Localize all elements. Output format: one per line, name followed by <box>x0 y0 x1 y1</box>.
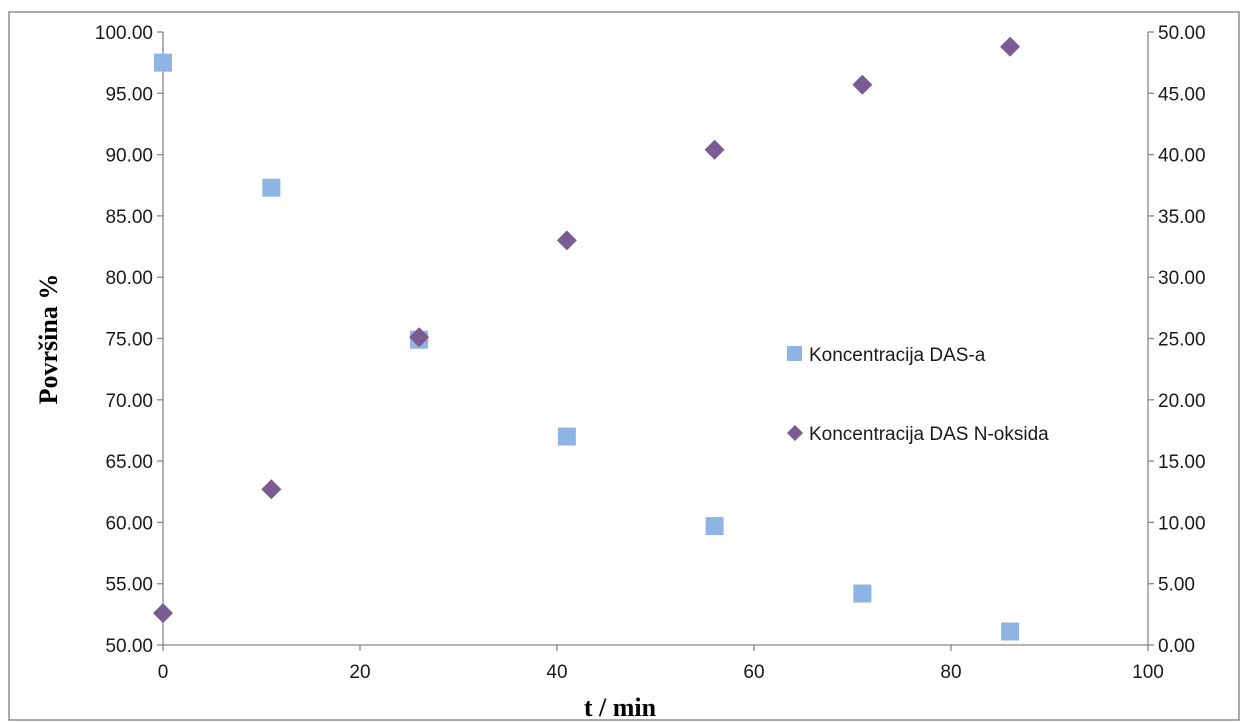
left-y-tick-label: 60.00 <box>105 513 153 534</box>
data-point-das-n-oxide <box>852 74 873 95</box>
legend-label-das: Koncentracija DAS-a <box>809 345 986 366</box>
left-y-tick-label: 50.00 <box>105 636 153 657</box>
right-y-tick-label: 35.00 <box>1158 207 1206 228</box>
data-point-das <box>705 517 724 536</box>
right-y-axis-ticks: 0.00 5.00 10.00 15.00 20.00 25.00 30.00 35.00 40… <box>1148 23 1206 657</box>
x-axis-ticks: 0 20 40 60 80 100 <box>158 645 1164 683</box>
legend-label-das-n-oxide: Koncentracija DAS N-oksida <box>809 424 1049 445</box>
data-point-das <box>1001 622 1020 641</box>
x-tick-label: 60 <box>743 662 764 683</box>
left-y-tick-label: 75.00 <box>105 330 153 351</box>
right-y-tick-label: 10.00 <box>1158 513 1206 534</box>
data-point-das <box>154 53 172 72</box>
right-y-tick-label: 20.00 <box>1158 391 1206 412</box>
right-y-tick-label: 5.00 <box>1158 575 1195 596</box>
right-y-tick-label: 30.00 <box>1158 268 1206 289</box>
left-y-tick-label: 70.00 <box>105 391 153 412</box>
y-axis-title: Površina % <box>34 274 63 405</box>
right-y-tick-label: 50.00 <box>1158 23 1206 44</box>
data-point-das <box>853 584 872 603</box>
x-tick-label: 40 <box>546 662 567 683</box>
left-y-tick-label: 95.00 <box>105 84 153 105</box>
left-y-axis-ticks: 50.00 55.00 60.00 65.00 70.00 75.00 80.00 85.00… <box>95 23 163 657</box>
right-y-tick-label: 40.00 <box>1158 146 1206 167</box>
x-tick-label: 100 <box>1132 662 1164 683</box>
data-point-das-n-oxide <box>409 327 430 348</box>
x-tick-label: 20 <box>349 662 370 683</box>
data-point-das <box>557 427 576 446</box>
data-point-das-n-oxide <box>261 479 282 500</box>
x-axis-title: t / min <box>584 693 657 722</box>
left-y-tick-label: 85.00 <box>105 207 153 228</box>
x-tick-label: 0 <box>158 662 169 683</box>
left-y-tick-label: 55.00 <box>105 575 153 596</box>
left-y-tick-label: 65.00 <box>105 452 153 473</box>
data-point-das-n-oxide <box>556 230 577 251</box>
legend: Koncentracija DAS-a Koncentracija DAS N-… <box>787 345 1049 445</box>
legend-marker-das-n-oxide <box>787 425 803 441</box>
legend-marker-das <box>787 346 802 361</box>
data-point-das-n-oxide <box>704 139 725 160</box>
left-y-tick-label: 100.00 <box>95 23 153 44</box>
chart-border <box>8 11 1240 721</box>
data-point-das <box>262 178 281 197</box>
data-point-das-n-oxide <box>153 603 173 624</box>
data-point-das-n-oxide <box>1000 36 1021 57</box>
left-y-tick-label: 80.00 <box>105 268 153 289</box>
right-y-tick-label: 0.00 <box>1158 636 1195 657</box>
right-y-tick-label: 25.00 <box>1158 330 1206 351</box>
right-y-tick-label: 15.00 <box>1158 452 1206 473</box>
data-points <box>153 36 1021 641</box>
left-y-tick-label: 90.00 <box>105 146 153 167</box>
right-y-tick-label: 45.00 <box>1158 84 1206 105</box>
x-tick-label: 80 <box>940 662 961 683</box>
